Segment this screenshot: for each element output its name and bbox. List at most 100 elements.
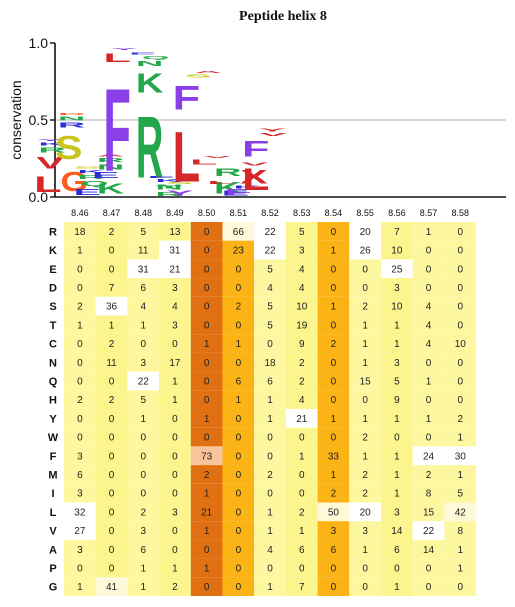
- table-cell-bg: [222, 240, 255, 260]
- table-cell-value: 11: [138, 246, 149, 257]
- table-cell-bg: [381, 352, 413, 372]
- table-cell-bg: [254, 446, 286, 466]
- table-cell-value: 2: [362, 433, 368, 444]
- table-cell-bg: [64, 427, 96, 447]
- table-cell-value: 1: [394, 489, 400, 500]
- table-cell-bg: [222, 577, 255, 596]
- table-cell-value: 0: [236, 358, 242, 369]
- table-cell-value: 1: [362, 414, 368, 425]
- table-cell-value: 6: [77, 470, 83, 481]
- table-cell-value: 5: [457, 489, 463, 500]
- table-cell-value: 3: [172, 507, 178, 518]
- table-cell-bg: [127, 521, 160, 540]
- table-cell-bg: [159, 390, 191, 409]
- table-cell-value: 6: [236, 376, 242, 387]
- logo-glyph: R: [97, 157, 125, 163]
- table-cell-bg: [381, 296, 413, 316]
- table-cell-value: 1: [331, 414, 337, 425]
- table-cell-value: 1: [362, 358, 368, 369]
- table-cell-value: 30: [455, 451, 467, 462]
- table-cell-value: 5: [140, 395, 146, 406]
- table-cell-value: 2: [109, 227, 115, 238]
- residue-label: F: [50, 451, 57, 463]
- table-cell-value: 1: [299, 451, 305, 462]
- table-cell-value: 1: [394, 451, 400, 462]
- table-cell-value: 0: [426, 563, 432, 574]
- table-cell-bg: [285, 371, 318, 391]
- table-cell-value: 1: [394, 414, 400, 425]
- table-cell-bg: [64, 446, 96, 466]
- table-cell-bg: [285, 315, 318, 335]
- table-cell-bg: [190, 539, 223, 559]
- table-cell-value: 0: [457, 320, 463, 331]
- table-cell-bg: [127, 465, 160, 484]
- logo-glyph: E: [222, 189, 250, 197]
- table-cell-value: 0: [426, 264, 432, 275]
- table-cell-value: 5: [267, 320, 273, 331]
- table-cell-bg: [190, 278, 223, 297]
- table-cell-value: 1: [299, 526, 305, 537]
- table-cell-value: 1: [140, 563, 146, 574]
- table-cell-bg: [349, 240, 381, 260]
- table-cell-value: 0: [331, 563, 337, 574]
- table-cell-value: 0: [457, 246, 463, 257]
- table-cell-value: 73: [201, 451, 213, 462]
- table-cell-value: 8: [426, 489, 432, 500]
- logo-glyph: K: [233, 185, 261, 190]
- table-cell-bg: [317, 259, 350, 279]
- table-cell-bg: [64, 558, 96, 578]
- table-cell-value: 0: [109, 563, 115, 574]
- table-cell-value: 1: [140, 414, 146, 425]
- table-cell-value: 2: [77, 395, 83, 406]
- table-cell-bg: [190, 446, 223, 466]
- logo-glyph: E: [129, 52, 156, 55]
- table-cell-bg: [317, 240, 350, 260]
- table-cell-bg: [412, 446, 445, 466]
- table-cell-bg: [95, 352, 128, 372]
- table-cell-value: 1: [426, 376, 432, 387]
- table-cell-value: 1: [204, 339, 210, 350]
- table-cell-value: 1: [362, 451, 368, 462]
- logo-glyph: R: [155, 191, 183, 197]
- table-cell-value: 0: [299, 563, 305, 574]
- residue-label: G: [49, 582, 58, 594]
- table-cell-bg: [64, 483, 96, 503]
- table-cell-bg: [127, 315, 160, 335]
- table-cell-value: 1: [267, 526, 273, 537]
- logo-glyph: R: [38, 146, 66, 154]
- table-cell-bg: [95, 222, 128, 241]
- table-cell-value: 0: [204, 433, 210, 444]
- table-cell-bg: [127, 296, 160, 316]
- table-cell-value: 0: [77, 283, 83, 294]
- table-cell-bg: [444, 465, 477, 484]
- table-cell-bg: [127, 558, 160, 578]
- residue-label: W: [48, 432, 59, 444]
- table-cell-value: 1: [362, 320, 368, 331]
- table-cell-value: 0: [140, 489, 146, 500]
- table-cell-bg: [444, 577, 477, 596]
- table-cell-value: 0: [426, 283, 432, 294]
- table-cell-value: 18: [74, 227, 86, 238]
- table-cell-bg: [190, 296, 223, 316]
- table-cell-bg: [222, 427, 255, 447]
- table-cell-value: 1: [394, 339, 400, 350]
- table-cell-bg: [159, 222, 191, 241]
- table-cell-value: 0: [362, 395, 368, 406]
- table-cell-value: 0: [140, 433, 146, 444]
- table-cell-bg: [412, 334, 445, 353]
- table-cell-bg: [127, 539, 160, 559]
- table-cell-bg: [95, 240, 128, 260]
- table-cell-value: 0: [426, 358, 432, 369]
- table-cell-value: 32: [74, 507, 86, 518]
- table-cell-bg: [190, 259, 223, 279]
- table-cell-bg: [190, 352, 223, 372]
- table-cell-bg: [412, 371, 445, 391]
- logo-glyph: K: [77, 169, 105, 174]
- table-cell-bg: [190, 409, 223, 428]
- table-cell-value: 3: [140, 526, 146, 537]
- table-cell-bg: [317, 315, 350, 335]
- table-cell-bg: [412, 240, 445, 260]
- residue-label: I: [51, 488, 54, 500]
- table-cell-value: 22: [264, 227, 276, 238]
- table-cell-bg: [444, 296, 477, 316]
